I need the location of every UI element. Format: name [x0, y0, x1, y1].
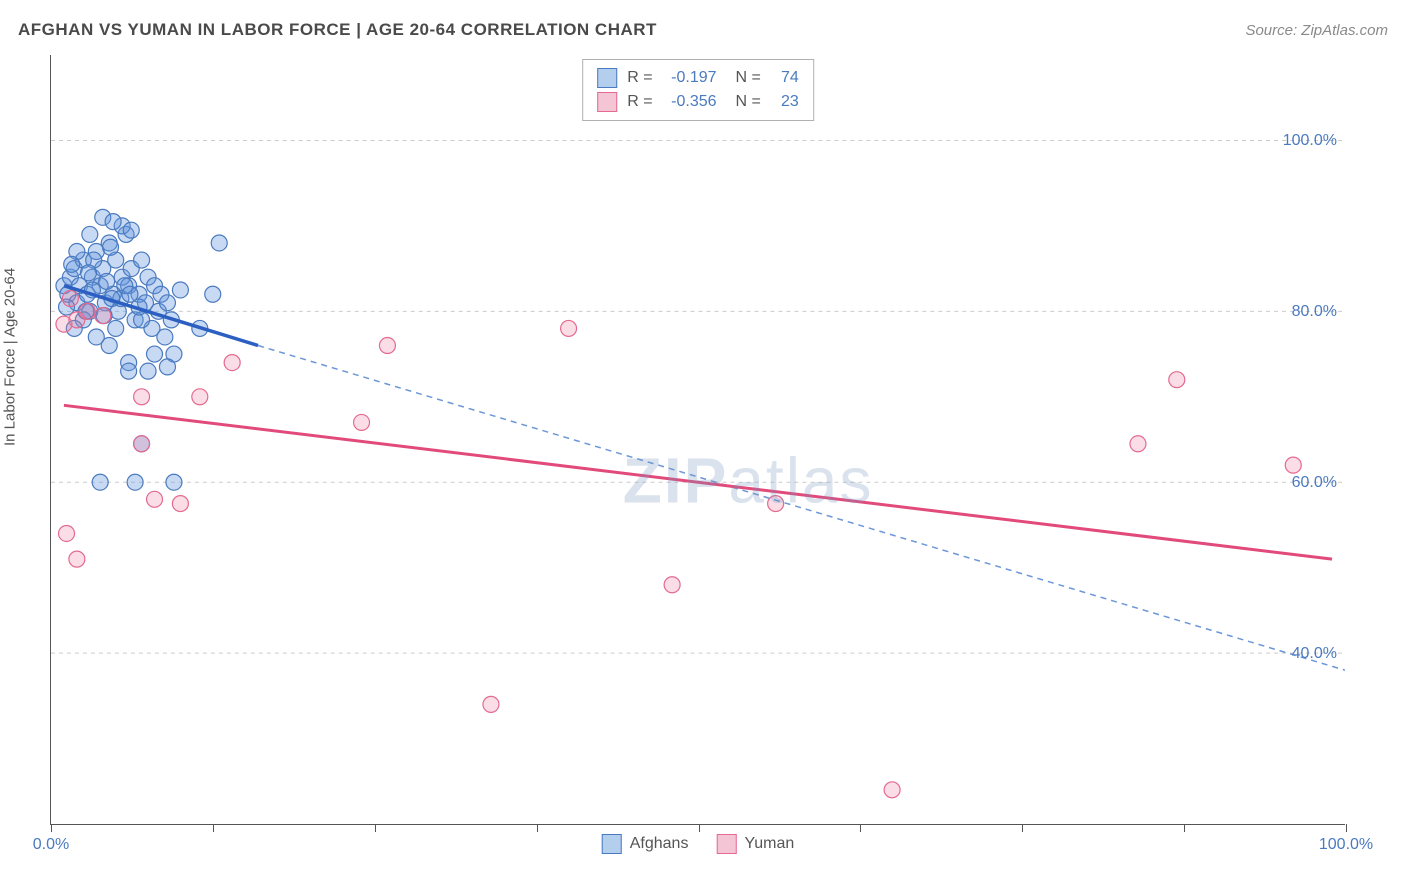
data-point — [122, 286, 138, 302]
data-point — [157, 329, 173, 345]
r-label: R = — [627, 69, 652, 87]
x-tick — [1346, 824, 1347, 832]
data-point — [64, 256, 80, 272]
trend-line-extrapolated — [258, 346, 1345, 671]
data-point — [82, 226, 98, 242]
plot-svg — [51, 55, 1345, 824]
x-min-label: 0.0% — [33, 836, 69, 854]
data-point — [1130, 436, 1146, 452]
swatch-yuman-icon — [716, 834, 736, 854]
x-tick — [1022, 824, 1023, 832]
data-point — [59, 525, 75, 541]
data-point — [105, 214, 121, 230]
data-point — [664, 577, 680, 593]
data-point — [211, 235, 227, 251]
source-label: Source: ZipAtlas.com — [1245, 22, 1388, 39]
y-tick-label: 40.0% — [1292, 645, 1337, 663]
data-point — [768, 496, 784, 512]
data-point — [159, 295, 175, 311]
x-tick — [860, 824, 861, 832]
data-point — [79, 303, 95, 319]
data-point — [108, 320, 124, 336]
r-value-afghans: -0.197 — [663, 69, 717, 87]
data-point — [101, 338, 117, 354]
y-tick-label: 100.0% — [1283, 132, 1337, 150]
legend-item-afghans: Afghans — [602, 834, 689, 854]
plot-area: ZIPatlas R = -0.197 N = 74 R = -0.356 N … — [50, 55, 1345, 825]
chart-title: AFGHAN VS YUMAN IN LABOR FORCE | AGE 20-… — [18, 20, 657, 40]
r-value-yuman: -0.356 — [663, 93, 717, 111]
legend-label-yuman: Yuman — [744, 835, 794, 853]
swatch-afghans — [597, 68, 617, 88]
swatch-yuman — [597, 92, 617, 112]
data-point — [92, 474, 108, 490]
data-point — [379, 338, 395, 354]
x-tick — [51, 824, 52, 832]
n-value-yuman: 23 — [771, 93, 799, 111]
y-tick-label: 60.0% — [1292, 474, 1337, 492]
data-point — [1169, 372, 1185, 388]
data-point — [172, 496, 188, 512]
data-point — [205, 286, 221, 302]
legend-row-afghans: R = -0.197 N = 74 — [597, 66, 799, 90]
data-point — [134, 436, 150, 452]
data-point — [159, 359, 175, 375]
data-point — [95, 308, 111, 324]
chart-header: AFGHAN VS YUMAN IN LABOR FORCE | AGE 20-… — [18, 20, 1388, 40]
legend-label-afghans: Afghans — [630, 835, 689, 853]
x-tick — [213, 824, 214, 832]
y-tick-label: 80.0% — [1292, 303, 1337, 321]
data-point — [147, 491, 163, 507]
n-value-afghans: 74 — [771, 69, 799, 87]
series-legend: Afghans Yuman — [602, 834, 795, 854]
data-point — [172, 282, 188, 298]
x-tick — [537, 824, 538, 832]
data-point — [140, 363, 156, 379]
data-point — [561, 320, 577, 336]
data-point — [224, 355, 240, 371]
data-point — [192, 389, 208, 405]
x-tick — [1184, 824, 1185, 832]
n-label: N = — [727, 69, 761, 87]
data-point — [81, 265, 97, 281]
r-label: R = — [627, 93, 652, 111]
legend-item-yuman: Yuman — [716, 834, 794, 854]
correlation-legend: R = -0.197 N = 74 R = -0.356 N = 23 — [582, 59, 814, 121]
data-point — [127, 474, 143, 490]
data-point — [103, 239, 119, 255]
data-point — [123, 222, 139, 238]
data-point — [134, 389, 150, 405]
y-axis-label: In Labor Force | Age 20-64 — [2, 268, 19, 446]
data-point — [884, 782, 900, 798]
swatch-afghans-icon — [602, 834, 622, 854]
x-tick — [375, 824, 376, 832]
legend-row-yuman: R = -0.356 N = 23 — [597, 90, 799, 114]
data-point — [121, 363, 137, 379]
data-point — [134, 252, 150, 268]
n-label: N = — [727, 93, 761, 111]
data-point — [483, 696, 499, 712]
data-point — [354, 414, 370, 430]
data-point — [1285, 457, 1301, 473]
x-tick — [699, 824, 700, 832]
data-point — [62, 291, 78, 307]
data-point — [99, 273, 115, 289]
data-point — [147, 346, 163, 362]
data-point — [69, 551, 85, 567]
x-max-label: 100.0% — [1319, 836, 1373, 854]
data-point — [166, 474, 182, 490]
